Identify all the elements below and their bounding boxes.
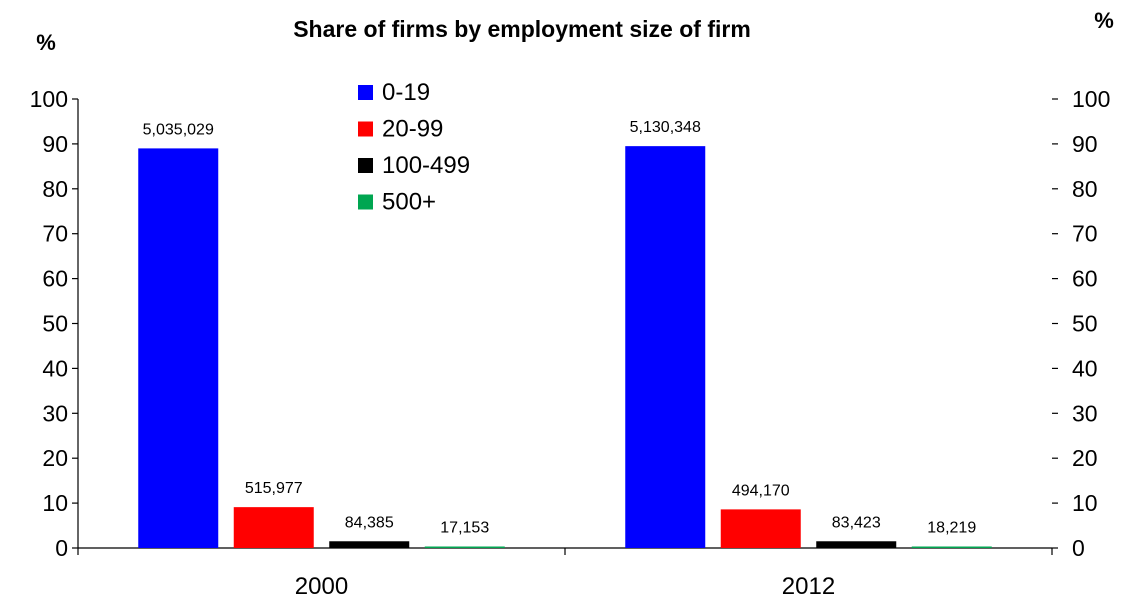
left-y-tick-label: 0 (55, 535, 68, 561)
left-y-tick-label: 80 (42, 176, 68, 202)
data-label: 494,170 (732, 482, 790, 499)
bar-100-499-2012 (816, 541, 897, 548)
left-y-tick-label: 50 (42, 311, 68, 337)
right-y-tick-label: 50 (1072, 311, 1098, 337)
bar-500+-2012 (911, 546, 992, 548)
data-label: 84,385 (345, 514, 394, 531)
legend-swatch (358, 194, 373, 210)
right-y-tick-label: 70 (1072, 221, 1098, 247)
legend: 0-19 20-99 100-499 500+ (358, 79, 470, 216)
data-label: 515,977 (245, 480, 303, 497)
right-y-tick-label: 10 (1072, 490, 1098, 516)
data-label: 5,035,029 (143, 121, 214, 138)
data-label: 18,219 (927, 520, 976, 537)
right-y-tick-label: 20 (1072, 445, 1098, 471)
bars: 5,035,029 515,977 84,385 17,153 2000 5,130,34… (138, 119, 992, 598)
bar-20-99-2000 (233, 507, 314, 548)
bar-0-19-2000 (138, 148, 219, 548)
left-axis-unit: % (36, 30, 56, 55)
right-y-tick-label: 100 (1072, 86, 1110, 112)
left-y-tick-label: 10 (42, 490, 68, 516)
right-y-tick-label: 0 (1072, 535, 1085, 561)
chart-title: Share of firms by employment size of fir… (293, 16, 751, 42)
legend-swatch (358, 158, 373, 173)
left-y-tick-label: 30 (42, 400, 68, 426)
legend-label: 100-499 (382, 152, 470, 179)
right-y-tick-label: 30 (1072, 400, 1098, 426)
bar-500+-2000 (424, 546, 505, 548)
x-category-label: 2012 (782, 573, 835, 598)
left-y-tick-label: 40 (42, 355, 68, 381)
bar-0-19-2012 (625, 146, 706, 548)
right-y-tick-label: 60 (1072, 266, 1098, 292)
x-category-label: 2000 (295, 573, 348, 598)
right-axis-unit: % (1094, 8, 1114, 33)
right-y-tick-label: 90 (1072, 131, 1098, 157)
right-y-tick-label: 80 (1072, 176, 1098, 202)
legend-swatch (358, 121, 373, 137)
right-y-tick-label: 40 (1072, 355, 1098, 381)
left-y-tick-label: 60 (42, 266, 68, 292)
left-y-tick-label: 70 (42, 221, 68, 247)
left-y-tick-label: 20 (42, 445, 68, 471)
legend-swatch (358, 85, 373, 100)
data-label: 5,130,348 (630, 119, 701, 136)
bar-20-99-2012 (720, 509, 801, 548)
bar-100-499-2000 (329, 541, 410, 548)
axes: 0 0 10 10 20 20 30 30 40 40 50 50 60 60 70 70 80 80 90 90 10… (30, 86, 1111, 561)
data-label: 83,423 (832, 514, 881, 531)
data-label: 17,153 (440, 520, 489, 537)
left-y-tick-label: 100 (30, 86, 68, 112)
left-y-tick-label: 90 (42, 131, 68, 157)
legend-label: 500+ (382, 189, 436, 216)
legend-label: 20-99 (382, 116, 443, 143)
legend-label: 0-19 (382, 79, 430, 106)
